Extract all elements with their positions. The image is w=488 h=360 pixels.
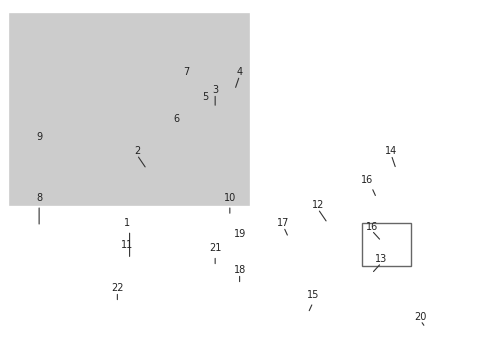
Text: 8: 8 bbox=[36, 193, 42, 203]
Text: 1: 1 bbox=[124, 218, 130, 228]
Text: 16: 16 bbox=[365, 222, 377, 232]
Text: 11: 11 bbox=[121, 240, 133, 250]
Text: 10: 10 bbox=[223, 193, 236, 203]
Text: 3: 3 bbox=[212, 85, 218, 95]
Text: 9: 9 bbox=[36, 132, 42, 142]
Text: 14: 14 bbox=[384, 146, 397, 156]
Text: 13: 13 bbox=[374, 254, 387, 264]
Text: 16: 16 bbox=[360, 175, 372, 185]
Text: 15: 15 bbox=[306, 290, 319, 300]
Text: 7: 7 bbox=[183, 67, 188, 77]
Text: 20: 20 bbox=[413, 312, 426, 322]
FancyBboxPatch shape bbox=[361, 223, 410, 266]
Text: 12: 12 bbox=[311, 200, 324, 210]
Text: 5: 5 bbox=[202, 92, 208, 102]
FancyBboxPatch shape bbox=[10, 14, 249, 205]
Text: 4: 4 bbox=[236, 67, 242, 77]
Text: 6: 6 bbox=[173, 114, 179, 124]
Text: 2: 2 bbox=[134, 146, 140, 156]
Text: 18: 18 bbox=[233, 265, 245, 275]
Text: 22: 22 bbox=[111, 283, 123, 293]
Text: 21: 21 bbox=[208, 243, 221, 253]
Text: 17: 17 bbox=[277, 218, 289, 228]
Text: 19: 19 bbox=[233, 229, 245, 239]
